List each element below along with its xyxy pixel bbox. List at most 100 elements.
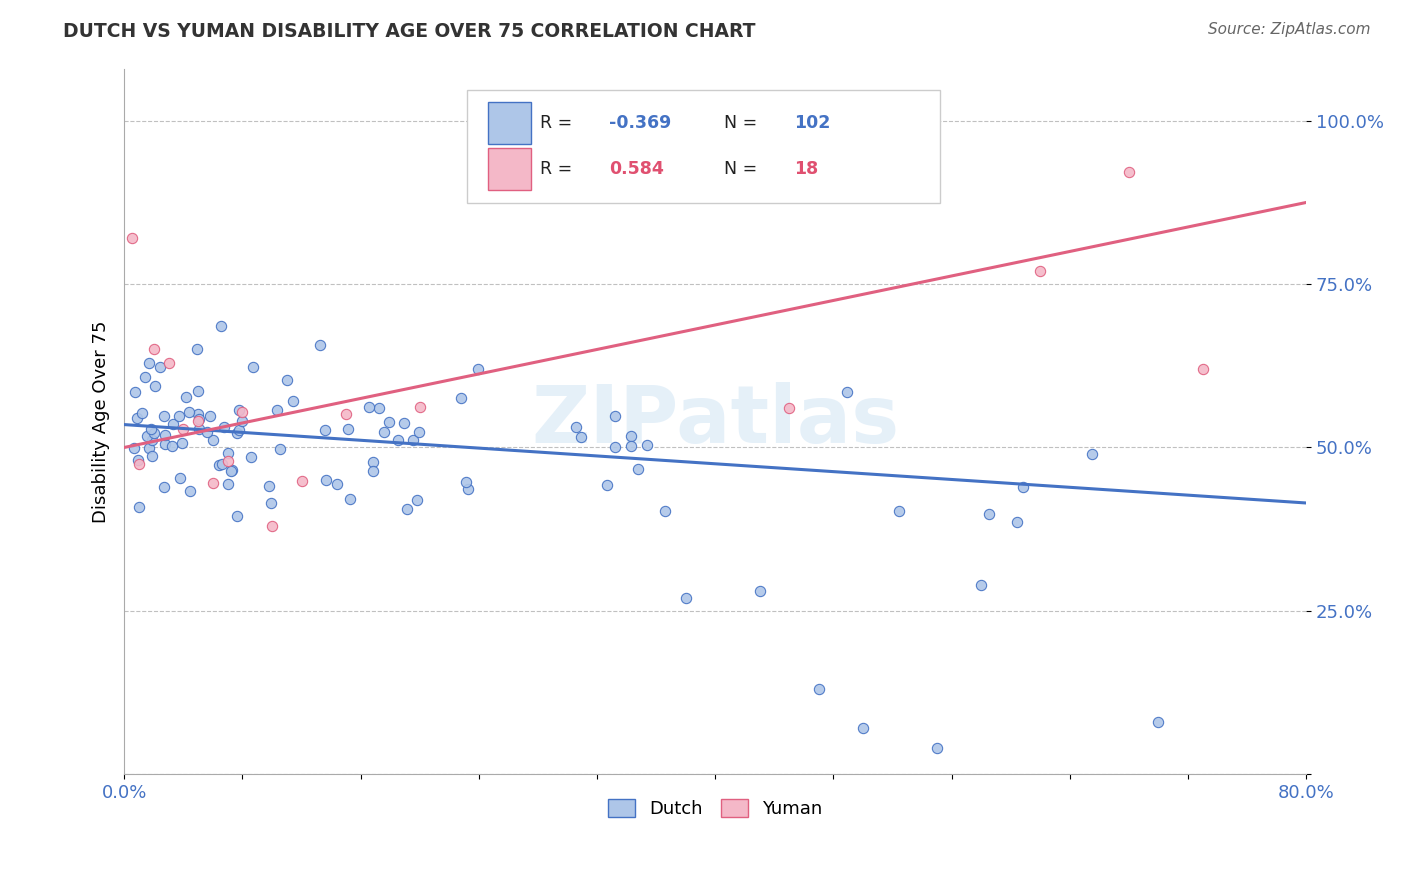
- Point: [467, 361, 489, 376]
- Point: [408, 425, 430, 439]
- Point: [630, 146, 652, 161]
- Text: ZIPatlas: ZIPatlas: [531, 383, 900, 460]
- Point: [240, 450, 263, 464]
- Point: [361, 465, 384, 479]
- Point: [143, 378, 166, 392]
- Point: [1012, 481, 1035, 495]
- Point: [807, 682, 830, 697]
- Point: [207, 458, 229, 472]
- Point: [283, 394, 305, 409]
- Point: [197, 425, 219, 439]
- Point: [231, 414, 253, 428]
- Point: [169, 409, 191, 423]
- Point: [835, 384, 858, 399]
- Point: [201, 433, 224, 447]
- Point: [336, 422, 359, 436]
- Point: [260, 519, 283, 533]
- Point: [636, 437, 658, 451]
- Point: [654, 504, 676, 518]
- Point: [139, 422, 162, 436]
- Point: [122, 441, 145, 455]
- Point: [605, 440, 627, 454]
- Point: [142, 426, 165, 441]
- Point: [276, 373, 298, 387]
- Point: [450, 391, 472, 405]
- Point: [1029, 264, 1052, 278]
- Point: [970, 577, 993, 591]
- Point: [187, 407, 209, 421]
- Point: [1118, 164, 1140, 178]
- Y-axis label: Disability Age Over 75: Disability Age Over 75: [93, 320, 110, 523]
- Point: [242, 360, 264, 375]
- Text: N =: N =: [724, 114, 762, 132]
- Point: [225, 426, 247, 441]
- Point: [373, 425, 395, 440]
- Point: [136, 429, 159, 443]
- Text: R =: R =: [540, 160, 578, 178]
- Point: [176, 390, 198, 404]
- Point: [169, 471, 191, 485]
- Point: [187, 411, 209, 425]
- Point: [177, 405, 200, 419]
- Point: [339, 492, 361, 507]
- Point: [219, 464, 242, 478]
- Point: [392, 416, 415, 430]
- Point: [1147, 714, 1170, 729]
- Point: [217, 454, 239, 468]
- Point: [221, 463, 243, 477]
- Point: [1081, 447, 1104, 461]
- Point: [367, 401, 389, 416]
- Point: [1005, 515, 1028, 529]
- Point: [565, 419, 588, 434]
- Point: [141, 449, 163, 463]
- Point: [172, 422, 194, 436]
- Text: -0.369: -0.369: [609, 114, 671, 132]
- Point: [217, 477, 239, 491]
- Point: [134, 370, 156, 384]
- Point: [186, 343, 208, 357]
- Point: [335, 407, 357, 421]
- Point: [209, 319, 232, 334]
- Point: [198, 409, 221, 424]
- Point: [141, 434, 163, 448]
- Point: [162, 417, 184, 431]
- Point: [925, 741, 948, 756]
- Point: [187, 414, 209, 428]
- Point: [125, 411, 148, 425]
- FancyBboxPatch shape: [488, 103, 531, 144]
- Point: [359, 401, 381, 415]
- Point: [121, 231, 143, 245]
- Point: [314, 423, 336, 437]
- Point: [605, 409, 627, 424]
- Point: [402, 433, 425, 447]
- Legend: Dutch, Yuman: Dutch, Yuman: [600, 791, 830, 825]
- Point: [325, 476, 347, 491]
- Point: [409, 401, 432, 415]
- Point: [748, 584, 770, 599]
- Point: [257, 479, 280, 493]
- Point: [155, 428, 177, 442]
- Point: [406, 493, 429, 508]
- Point: [128, 500, 150, 514]
- Point: [361, 455, 384, 469]
- Point: [187, 384, 209, 398]
- Point: [620, 439, 643, 453]
- Text: 18: 18: [794, 160, 818, 178]
- Point: [217, 446, 239, 460]
- Point: [212, 420, 235, 434]
- Point: [596, 478, 619, 492]
- Point: [172, 436, 194, 450]
- Point: [231, 405, 253, 419]
- Point: [188, 422, 211, 436]
- Point: [153, 409, 176, 424]
- Point: [226, 509, 249, 524]
- Point: [627, 462, 650, 476]
- Point: [160, 439, 183, 453]
- Point: [315, 473, 337, 487]
- Point: [138, 442, 160, 456]
- Point: [127, 453, 149, 467]
- Point: [138, 356, 160, 370]
- Point: [377, 415, 399, 429]
- Point: [201, 475, 224, 490]
- Point: [620, 429, 643, 443]
